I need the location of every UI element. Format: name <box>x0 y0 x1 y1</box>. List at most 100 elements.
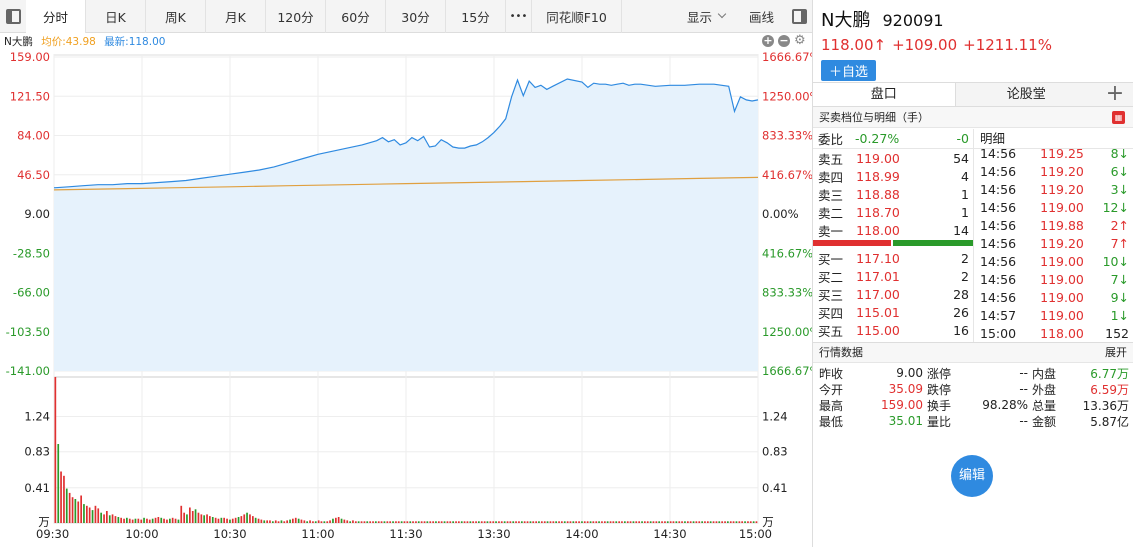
volume-bar <box>612 521 615 523</box>
volume-bar <box>254 517 257 523</box>
volume-bar <box>329 520 331 523</box>
add-watchlist-button[interactable]: ＋自选 <box>821 60 877 81</box>
volume-bar <box>97 508 100 523</box>
tab-monthly-k[interactable]: 月K <box>206 0 266 33</box>
volume-bar <box>492 521 495 523</box>
tab-weekly-k[interactable]: 周K <box>146 0 206 33</box>
tick-volume: 8↓ <box>1110 149 1129 161</box>
collapse-left-icon[interactable] <box>0 0 26 33</box>
tab-60min[interactable]: 60分 <box>326 0 386 33</box>
volume-bar <box>426 521 429 523</box>
tick-price: 119.20 <box>1040 235 1084 251</box>
volume-bar <box>323 521 326 523</box>
volume-bar <box>729 521 732 523</box>
stock-quote: 118.00↑ +109.00 +1211.11% <box>821 36 1125 54</box>
volume-bar <box>586 521 589 523</box>
volume-bar <box>624 521 626 523</box>
volume-bar <box>741 521 743 523</box>
expand-link[interactable]: 展开 <box>1105 346 1127 359</box>
volume-bar <box>340 518 343 523</box>
market-row: 最高 159.00 换手 98.28% 总量 13.36万 <box>813 397 1133 413</box>
tab-forum[interactable]: 论股堂 <box>1006 87 1046 102</box>
collapse-right-icon[interactable] <box>786 0 812 33</box>
edit-button[interactable]: 编辑 <box>951 455 993 497</box>
side-tabs: 盘口 论股堂 + <box>813 82 1133 107</box>
tick-price: 119.00 <box>1040 307 1084 323</box>
volume-bar <box>108 515 111 523</box>
tab-120min[interactable]: 120分 <box>266 0 326 33</box>
field-label: 昨收 <box>819 366 844 381</box>
time-tick-label: 10:30 <box>213 527 246 541</box>
volume-bar <box>638 521 640 523</box>
volume-bar <box>397 521 400 523</box>
level-volume: 4 <box>961 168 969 184</box>
volume-bar <box>294 517 297 523</box>
field-label: 量比 <box>927 414 952 429</box>
zoom-out-icon[interactable]: − <box>778 34 790 47</box>
volume-bar <box>532 521 535 523</box>
field-label: 金额 <box>1032 414 1057 429</box>
volume-bar <box>735 521 738 523</box>
tab-15min[interactable]: 15分 <box>446 0 506 33</box>
level-label: 买五 <box>818 323 844 339</box>
volume-bar <box>297 518 300 523</box>
volume-bar <box>217 518 220 523</box>
tick-row: 14:56 119.20 7↑ <box>974 234 1133 252</box>
volume-bar <box>506 521 509 523</box>
field-value: -- <box>1019 366 1028 380</box>
display-dropdown[interactable]: 显示 <box>675 0 737 33</box>
volume-bar <box>621 521 623 523</box>
volume-bar <box>689 521 692 523</box>
market-grid: 昨收 9.00 涨停 -- 内盘 6.77万 今开 35.09 跌停 -- 外盘 6.59万 最高 159… <box>813 363 1133 431</box>
quote-panel: N大鹏 920091 118.00↑ +109.00 +1211.11% ＋自选 盘口… <box>812 0 1133 547</box>
tick-time: 14:56 <box>980 271 1017 287</box>
intraday-chart[interactable]: 159.00 1666.67% 121.50 1250.00% 84.00 833.33%… <box>0 33 812 547</box>
volume-bar <box>563 521 566 523</box>
volume-tick-label: 1.24 <box>24 410 50 424</box>
volume-bar <box>449 521 452 523</box>
volume-bar <box>460 521 463 523</box>
volume-bar <box>681 521 683 523</box>
volume-bar <box>684 521 686 523</box>
price-tick-label: 46.50 <box>17 168 50 182</box>
volume-bar <box>423 521 426 523</box>
volume-bar <box>60 471 62 523</box>
volume-bar <box>526 521 529 523</box>
volume-bar <box>615 521 618 523</box>
calculator-icon[interactable]: ▦ <box>1112 111 1125 124</box>
volume-bar <box>229 519 231 523</box>
volume-bar <box>429 521 432 523</box>
field-label: 换手 <box>927 398 952 413</box>
more-periods-button[interactable]: ••• <box>506 0 532 33</box>
volume-bar <box>220 517 223 523</box>
tab-daily-k[interactable]: 日K <box>86 0 146 33</box>
volume-bar <box>337 517 340 523</box>
volume-bar <box>375 521 377 523</box>
volume-bar <box>478 521 480 523</box>
tab-f10[interactable]: 同花顺F10 <box>532 0 622 33</box>
tab-intraday[interactable]: 分时 <box>26 0 86 33</box>
volume-bar <box>755 521 758 523</box>
stock-code: 920091 <box>882 11 944 30</box>
ticks-scroll[interactable]: 14:56 119.25 8↓ 14:56 119.20 6↓ 14:56 119.20 3↓ 1… <box>974 149 1133 346</box>
volume-bar <box>283 521 286 523</box>
volume-bar <box>403 521 406 523</box>
volume-bar <box>209 516 211 523</box>
level-price: 118.00 <box>856 222 900 238</box>
add-tab-icon[interactable]: + <box>1105 81 1125 106</box>
zoom-in-icon[interactable]: + <box>762 34 774 47</box>
tick-row: 14:56 119.00 12↓ <box>974 198 1133 216</box>
volume-bar <box>223 517 225 523</box>
volume-bar <box>326 521 329 523</box>
draw-line-button[interactable]: 画线 <box>748 9 774 25</box>
level-volume: 28 <box>953 286 969 302</box>
volume-bar <box>646 521 649 523</box>
gear-icon[interactable]: ⚙ <box>794 33 806 48</box>
tab-orderbook[interactable]: 盘口 <box>813 83 956 106</box>
tab-30min[interactable]: 30分 <box>386 0 446 33</box>
tick-price: 119.25 <box>1040 149 1084 161</box>
volume-bar <box>443 521 446 523</box>
volume-bar <box>120 517 122 523</box>
volume-bar <box>618 521 620 523</box>
level-volume: 14 <box>953 222 969 238</box>
